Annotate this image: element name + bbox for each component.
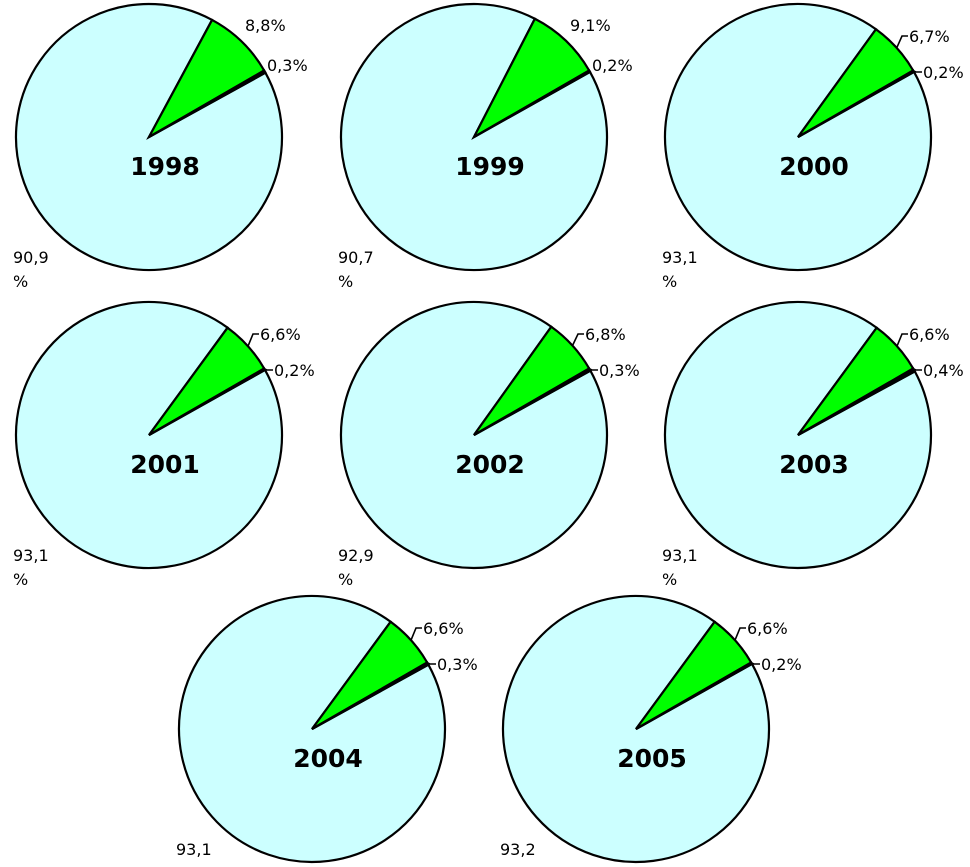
- pie-label-second: 6,6%: [260, 325, 301, 344]
- pie-title: 2002: [455, 450, 525, 479]
- leader-line-third: [913, 70, 922, 73]
- pie-label-third: 0,4%: [923, 361, 964, 380]
- pie-label-third: 0,3%: [599, 361, 640, 380]
- pie-label-third: 0,2%: [761, 655, 802, 674]
- pie-chart-1998: 1998 90,9 % 8,8% 0,3%: [13, 2, 308, 291]
- pie-slice-third: [148, 68, 267, 138]
- pie-title: 2003: [779, 450, 849, 479]
- pie-chart-2000: 2000 93,1 % 6,7% 0,2%: [662, 2, 964, 291]
- leader-line-second: [410, 627, 422, 641]
- pie-label-main: 93,2%: [500, 840, 536, 867]
- pie-label-third: 0,2%: [274, 361, 315, 380]
- pie-label-second: 6,8%: [585, 325, 626, 344]
- leader-line-third: [913, 368, 922, 371]
- pie-title: 1999: [455, 152, 525, 181]
- pie-label-second: 9,1%: [570, 16, 611, 35]
- pie-label-second: 6,7%: [909, 27, 950, 46]
- leader-line-third: [589, 368, 598, 371]
- pie-title: 2005: [617, 744, 687, 773]
- pie-chart-2003: 2003 93,1 % 6,6% 0,4%: [662, 300, 964, 589]
- pie-title: 2001: [130, 450, 200, 479]
- pie-chart-2002: 2002 92,9 % 6,8% 0,3%: [338, 300, 640, 589]
- leader-line-second: [896, 333, 908, 347]
- pie-label-main: 93,1%: [13, 546, 49, 589]
- leader-line-second: [734, 627, 746, 641]
- pie-label-main: 93,1%: [662, 248, 698, 291]
- leader-line-second: [247, 333, 259, 347]
- leader-line-third: [427, 662, 436, 665]
- pie-chart-2001: 2001 93,1 % 6,6% 0,2%: [13, 300, 315, 589]
- pie-label-second: 6,6%: [909, 325, 950, 344]
- pie-label-second: 6,6%: [423, 619, 464, 638]
- pie-slice-third: [473, 68, 592, 138]
- pie-label-third: 0,3%: [267, 56, 308, 75]
- pie-label-third: 0,3%: [437, 655, 478, 674]
- leader-line-third: [751, 662, 760, 665]
- leader-line-third: [264, 368, 273, 371]
- pie-label-main: 90,7%: [338, 248, 374, 291]
- pie-title: 1998: [130, 152, 200, 181]
- pie-title: 2000: [779, 152, 849, 181]
- pie-title: 2004: [293, 744, 363, 773]
- leader-line-second: [895, 35, 908, 49]
- pie-chart-2004: 2004 93,1% 6,6% 0,3%: [176, 594, 478, 867]
- pie-label-second: 6,6%: [747, 619, 788, 638]
- pie-label-second: 8,8%: [245, 16, 286, 35]
- pie-chart-2005: 2005 93,2% 6,6% 0,2%: [500, 594, 802, 867]
- leader-line-second: [571, 333, 584, 346]
- pie-label-main: 90,9%: [13, 248, 49, 291]
- pie-chart-1999: 1999 90,7 % 9,1% 0,2%: [338, 2, 633, 291]
- pie-label-main: 92,9%: [338, 546, 374, 589]
- pie-label-third: 0,2%: [592, 56, 633, 75]
- pie-label-third: 0,2%: [923, 63, 964, 82]
- pie-label-main: 93,1%: [176, 840, 212, 867]
- pie-slice-main: [663, 300, 933, 570]
- pie-label-main: 93,1%: [662, 546, 698, 589]
